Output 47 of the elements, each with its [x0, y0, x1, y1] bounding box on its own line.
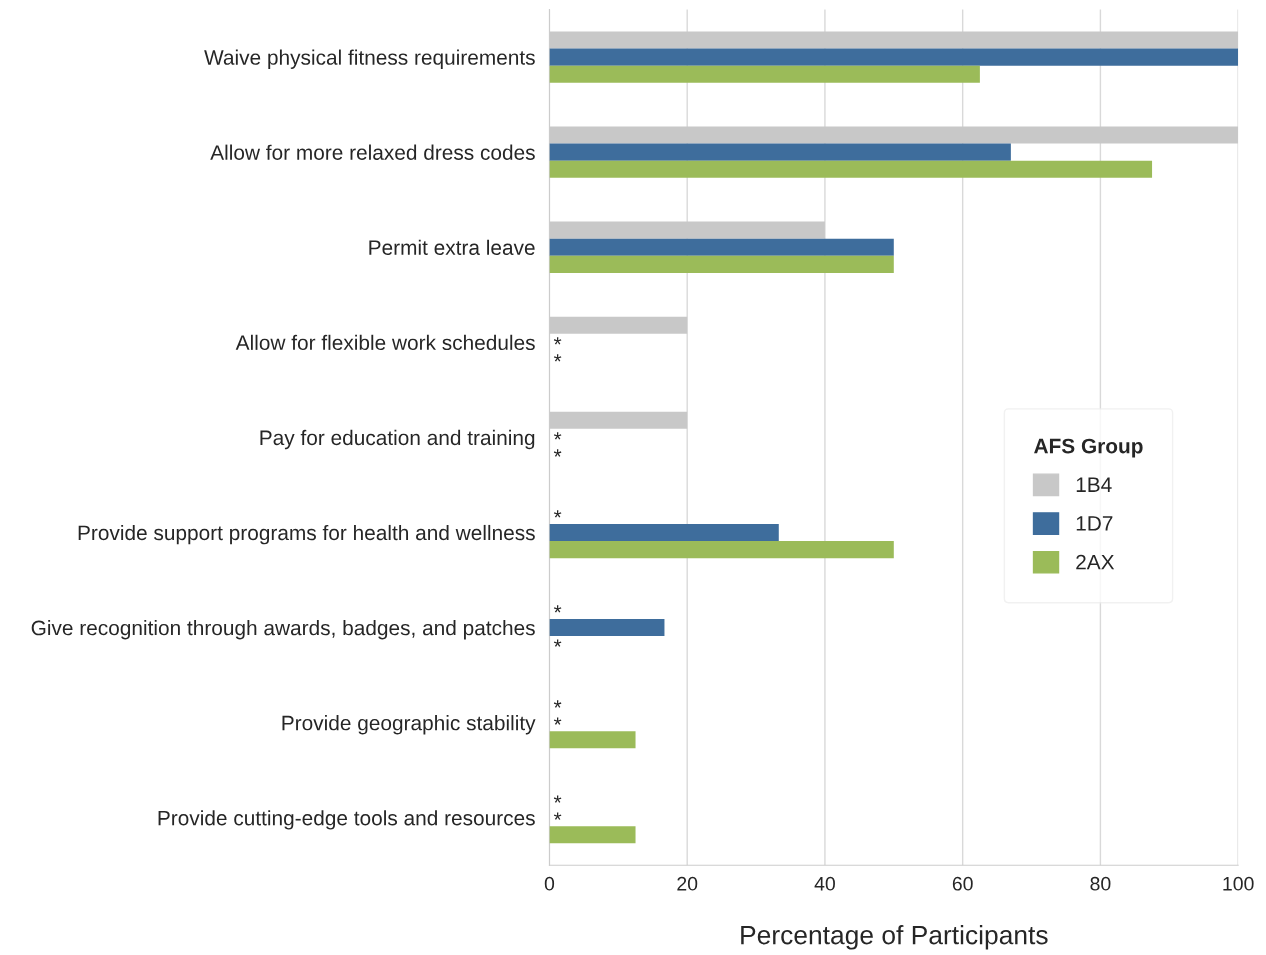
bar: [549, 618, 665, 637]
bar: [549, 238, 894, 256]
text: *: [553, 354, 562, 362]
bar: [549, 523, 779, 542]
bar: [549, 541, 894, 559]
bar: [549, 65, 980, 83]
legend-label: 2AX: [1076, 554, 1115, 570]
x-tick-label: 40: [814, 876, 835, 891]
y-tick-label: Allow for flexible work schedules: [235, 334, 535, 351]
bar: [549, 143, 1011, 161]
text: *: [553, 605, 562, 613]
y-tick-label: Pay for education and training: [260, 429, 535, 450]
legend-title: AFS Group: [1034, 438, 1143, 458]
text: *: [553, 510, 562, 518]
y-tick-label: Provide cutting-edge tools and resources: [158, 810, 535, 830]
x-tick-label: 60: [952, 876, 973, 891]
bar: [549, 316, 688, 334]
text: *: [553, 795, 562, 803]
legend-label: 1B4: [1076, 477, 1112, 492]
legend-label: 1D7: [1076, 516, 1113, 531]
text: *: [553, 449, 562, 457]
bar: [549, 31, 1239, 49]
text: *: [553, 717, 562, 725]
x-tick-label: 0: [544, 876, 555, 891]
text: *: [553, 700, 562, 708]
x-tick-label: 100: [1223, 876, 1254, 891]
bar: [549, 731, 636, 749]
text: *: [553, 639, 562, 647]
y-tick-label: Provide geographic stability: [282, 715, 536, 735]
bar: [549, 160, 1153, 178]
bar: [549, 826, 636, 844]
text: *: [553, 432, 562, 440]
bar: [549, 221, 825, 239]
y-tick-label: Allow for more relaxed dress codes: [210, 144, 535, 160]
y-tick-label: Permit extra leave: [369, 239, 535, 255]
bar: [549, 126, 1239, 144]
x-axis-title: Percentage of Participants: [741, 925, 1048, 950]
bar: [549, 255, 894, 273]
x-tick-label: 20: [677, 876, 698, 891]
y-tick-label: Provide support programs for health and wellness: [78, 524, 535, 545]
y-tick-label: Give recognition through awards, badges, and patches: [31, 619, 535, 640]
y-tick-label: Waive physical fitness requirements: [204, 49, 535, 69]
x-tick-label: 80: [1090, 876, 1111, 891]
text: *: [553, 337, 562, 345]
text: *: [553, 812, 562, 820]
bar: [549, 411, 688, 429]
bar: [549, 48, 1239, 66]
